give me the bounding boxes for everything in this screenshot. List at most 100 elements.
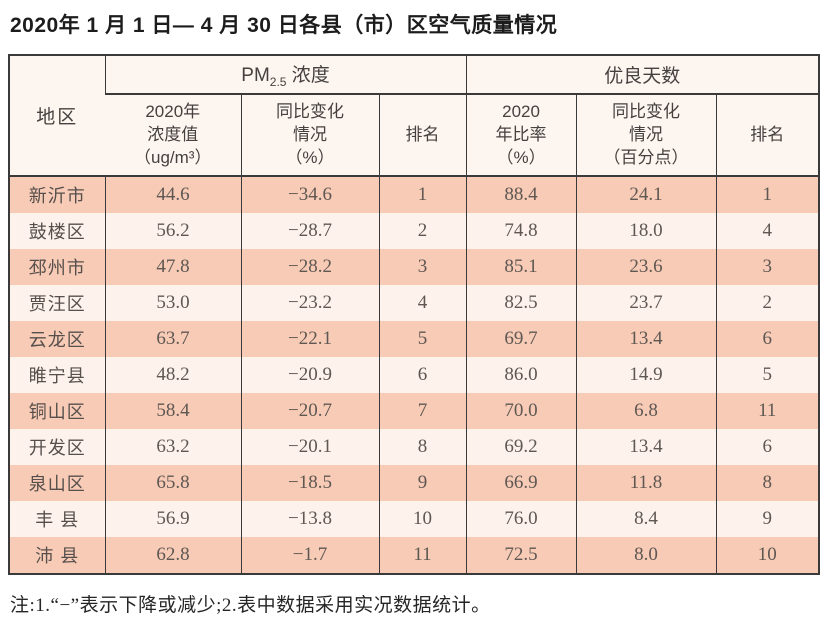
- pm-change-cell: −22.1: [240, 321, 379, 358]
- col-header-pm-rank: 排名: [378, 94, 467, 178]
- air-quality-table: 地区 PM2.5 浓度 优良天数 2020年 浓度值 （ug/m³） 同比变化 …: [8, 54, 821, 576]
- pm-change-cell: −34.6: [240, 176, 379, 214]
- region-cell: 开发区: [9, 429, 105, 466]
- pm25-subscript: 2.5: [269, 75, 287, 90]
- region-cell: 丰 县: [9, 501, 105, 538]
- pm-rank-cell: 5: [378, 321, 467, 358]
- good-change-cell: 8.4: [575, 501, 717, 538]
- pm-change-cell: −18.5: [240, 465, 379, 502]
- col-header-good-rate: 2020 年比率 （%）: [465, 94, 577, 178]
- good-rank-cell: 11: [715, 393, 820, 430]
- region-cell: 新沂市: [9, 176, 105, 214]
- col-group-pm25: PM2.5 浓度: [104, 55, 467, 96]
- good-change-cell: 11.8: [575, 465, 717, 502]
- pm25-label-suffix: 浓度: [286, 65, 330, 87]
- table-row: 新沂市 44.6 −34.6 1 88.4 24.1 1: [9, 176, 820, 214]
- footnote: 注:1.“−”表示下降或减少;2.表中数据采用实况数据统计。: [10, 595, 491, 617]
- table-row: 云龙区 63.7 −22.1 5 69.7 13.4 6: [9, 321, 820, 358]
- region-cell: 泉山区: [9, 465, 105, 502]
- table-row: 贾汪区 53.0 −23.2 4 82.5 23.7 2: [9, 285, 820, 322]
- col-header-region: 地区: [9, 55, 105, 178]
- pm-change-cell: −20.9: [240, 357, 379, 394]
- pm-value-cell: 63.2: [104, 429, 241, 466]
- pm-value-cell: 44.6: [104, 176, 241, 214]
- pm-value-cell: 58.4: [104, 393, 241, 430]
- pm-change-cell: −13.8: [240, 501, 379, 538]
- col-group-good-days: 优良天数: [465, 55, 820, 96]
- pm-value-cell: 56.9: [104, 501, 241, 538]
- good-rank-cell: 1: [715, 176, 820, 214]
- pm-value-cell: 62.8: [104, 537, 241, 575]
- region-cell: 贾汪区: [9, 285, 105, 322]
- good-change-cell: 13.4: [575, 321, 717, 358]
- col-header-pm-change: 同比变化 情况 （%）: [240, 94, 379, 178]
- region-cell: 睢宁县: [9, 357, 105, 394]
- good-rank-cell: 6: [715, 321, 820, 358]
- good-rate-cell: 72.5: [465, 537, 577, 575]
- pm-value-cell: 48.2: [104, 357, 241, 394]
- table-row: 邳州市 47.8 −28.2 3 85.1 23.6 3: [9, 249, 820, 286]
- good-rank-cell: 2: [715, 285, 820, 322]
- pm-rank-cell: 4: [378, 285, 467, 322]
- pm-rank-cell: 11: [378, 537, 467, 575]
- region-cell: 鼓楼区: [9, 213, 105, 250]
- good-rank-cell: 8: [715, 465, 820, 502]
- good-rate-cell: 74.8: [465, 213, 577, 250]
- good-rate-cell: 70.0: [465, 393, 577, 430]
- good-rate-cell: 88.4: [465, 176, 577, 214]
- pm-change-cell: −1.7: [240, 537, 379, 575]
- pm-value-cell: 53.0: [104, 285, 241, 322]
- good-rate-cell: 76.0: [465, 501, 577, 538]
- good-rate-cell: 69.2: [465, 429, 577, 466]
- page-title: 2020年 1 月 1 日— 4 月 30 日各县（市）区空气质量情况: [10, 14, 558, 37]
- good-rank-cell: 10: [715, 537, 820, 575]
- region-cell: 铜山区: [9, 393, 105, 430]
- good-rank-cell: 5: [715, 357, 820, 394]
- region-cell: 云龙区: [9, 321, 105, 358]
- good-change-cell: 13.4: [575, 429, 717, 466]
- table-row: 开发区 63.2 −20.1 8 69.2 13.4 6: [9, 429, 820, 466]
- region-cell: 邳州市: [9, 249, 105, 286]
- table-row: 铜山区 58.4 −20.7 7 70.0 6.8 11: [9, 393, 820, 430]
- pm-rank-cell: 7: [378, 393, 467, 430]
- table-header: 地区 PM2.5 浓度 优良天数 2020年 浓度值 （ug/m³） 同比变化 …: [9, 55, 820, 178]
- good-change-cell: 23.6: [575, 249, 717, 286]
- pm-value-cell: 47.8: [104, 249, 241, 286]
- pm25-label-prefix: PM: [241, 65, 270, 87]
- good-rate-cell: 85.1: [465, 249, 577, 286]
- table-row: 睢宁县 48.2 −20.9 6 86.0 14.9 5: [9, 357, 820, 394]
- pm-value-cell: 56.2: [104, 213, 241, 250]
- table-row: 鼓楼区 56.2 −28.7 2 74.8 18.0 4: [9, 213, 820, 250]
- col-header-good-rank: 排名: [715, 94, 820, 178]
- good-change-cell: 24.1: [575, 176, 717, 214]
- col-header-good-change: 同比变化 情况 （百分点）: [575, 94, 717, 178]
- pm-change-cell: −20.1: [240, 429, 379, 466]
- good-change-cell: 14.9: [575, 357, 717, 394]
- pm-rank-cell: 6: [378, 357, 467, 394]
- good-rank-cell: 3: [715, 249, 820, 286]
- pm-rank-cell: 2: [378, 213, 467, 250]
- good-rank-cell: 4: [715, 213, 820, 250]
- good-rate-cell: 86.0: [465, 357, 577, 394]
- pm-rank-cell: 3: [378, 249, 467, 286]
- region-cell: 沛 县: [9, 537, 105, 575]
- pm-rank-cell: 1: [378, 176, 467, 214]
- good-rate-cell: 66.9: [465, 465, 577, 502]
- good-change-cell: 18.0: [575, 213, 717, 250]
- table-body: 新沂市 44.6 −34.6 1 88.4 24.1 1 鼓楼区 56.2 −2…: [9, 176, 820, 575]
- pm-change-cell: −20.7: [240, 393, 379, 430]
- pm-change-cell: −28.7: [240, 213, 379, 250]
- good-change-cell: 23.7: [575, 285, 717, 322]
- col-header-pm-value: 2020年 浓度值 （ug/m³）: [105, 94, 241, 178]
- header-sub-row: 2020年 浓度值 （ug/m³） 同比变化 情况 （%） 排名 2020 年比…: [9, 94, 820, 178]
- good-change-cell: 6.8: [575, 393, 717, 430]
- pm-change-cell: −28.2: [240, 249, 379, 286]
- pm-rank-cell: 10: [378, 501, 467, 538]
- pm-value-cell: 63.7: [104, 321, 241, 358]
- pm-value-cell: 65.8: [104, 465, 241, 502]
- good-rate-cell: 82.5: [465, 285, 577, 322]
- pm-change-cell: −23.2: [240, 285, 379, 322]
- table-row: 泉山区 65.8 −18.5 9 66.9 11.8 8: [9, 465, 820, 502]
- header-group-row: 地区 PM2.5 浓度 优良天数: [9, 55, 820, 178]
- good-rank-cell: 6: [715, 429, 820, 466]
